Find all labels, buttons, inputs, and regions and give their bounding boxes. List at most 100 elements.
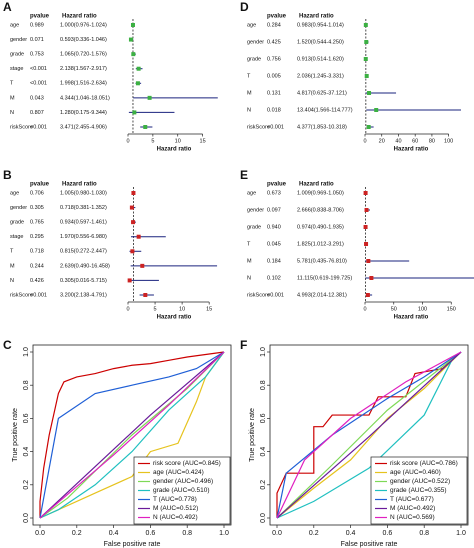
- legend-label: risk score (AUC=0.786): [390, 460, 458, 467]
- legend-label: N (AUC=0.492): [153, 514, 198, 521]
- row-name: gender: [247, 39, 264, 45]
- row-hazard-ratio: 0.913(0.514-1.620): [297, 56, 344, 62]
- row-name: T: [10, 249, 14, 255]
- legend-label: T (AUC=0.677): [390, 496, 434, 503]
- x-tick-label: 50: [391, 306, 397, 312]
- roc-curve: [276, 351, 462, 519]
- x-axis-label: False positive rate: [341, 541, 398, 548]
- column-header: pvalue: [30, 182, 50, 188]
- x-axis-label: False positive rate: [104, 541, 161, 548]
- panel-label: B: [3, 168, 12, 182]
- y-tick-label: 0.0: [260, 513, 267, 523]
- row-pvalue: <0.001: [30, 81, 47, 87]
- y-tick-label: 0.4: [23, 447, 30, 457]
- plot-frame: [32, 344, 232, 526]
- x-tick-label: 0.8: [182, 530, 192, 537]
- row-hazard-ratio: 5.781(0.435-76.810): [297, 258, 347, 264]
- legend-label: risk score (AUC=0.845): [153, 460, 221, 467]
- x-tick-label: 15: [206, 306, 212, 312]
- legend-label: M (AUC=0.492): [390, 505, 435, 512]
- legend-label: grade (AUC=0.510): [153, 487, 210, 494]
- row-pvalue: <0.001: [267, 124, 284, 130]
- roc-curve: [39, 351, 225, 518]
- row-hazard-ratio: 13.404(1.566-114.777): [297, 107, 353, 113]
- hr-point: [140, 263, 145, 268]
- y-axis-label: True positive rate: [249, 408, 256, 462]
- row-hazard-ratio: 0.593(0.336-1.046): [60, 37, 107, 43]
- hr-point: [364, 40, 369, 44]
- row-name: T: [247, 73, 251, 79]
- row-pvalue: 0.284: [267, 22, 281, 28]
- x-tick-label: 40: [395, 138, 401, 144]
- x-tick-label: 60: [412, 138, 418, 144]
- column-header: pvalue: [30, 14, 50, 20]
- row-pvalue: 0.018: [267, 107, 281, 113]
- x-tick-label: 15: [200, 138, 206, 144]
- roc-curve: [39, 351, 225, 519]
- row-name: M: [10, 263, 15, 269]
- panel-label: D: [240, 0, 249, 14]
- hr-point: [363, 191, 368, 195]
- hr-point: [131, 220, 136, 225]
- row-hazard-ratio: 1.000(0.976-1.024): [60, 22, 107, 28]
- row-name: T: [247, 241, 251, 247]
- row-name: stage: [10, 234, 23, 240]
- x-tick-label: 0.6: [146, 530, 156, 537]
- row-pvalue: 0.989: [30, 22, 44, 28]
- hr-point: [131, 191, 136, 195]
- x-tick-label: 10: [175, 138, 181, 144]
- row-pvalue: 0.045: [267, 241, 281, 247]
- y-tick-label: 0.2: [260, 480, 267, 490]
- x-axis-label: Hazard ratio: [157, 147, 192, 153]
- hr-point: [147, 95, 152, 100]
- legend-label: gender (AUC=0.522): [390, 478, 450, 485]
- legend-label: T (AUC=0.778): [153, 496, 197, 503]
- row-hazard-ratio: 4.377(1.853-10.318): [297, 124, 347, 130]
- hr-point: [364, 242, 369, 246]
- y-tick-label: 0.8: [23, 380, 30, 390]
- x-tick-label: 0: [363, 306, 366, 312]
- x-tick-label: 100: [418, 306, 427, 312]
- hr-point: [136, 234, 141, 239]
- row-pvalue: 0.295: [30, 234, 44, 240]
- hr-point: [367, 91, 372, 95]
- hr-point: [131, 52, 136, 57]
- row-hazard-ratio: 11.115(0.619-199.725): [297, 275, 352, 281]
- x-tick-label: 1.0: [456, 530, 466, 537]
- row-hazard-ratio: 4.817(0.625-37.121): [297, 90, 347, 96]
- row-name: riskScore: [247, 292, 270, 298]
- hr-point: [363, 23, 368, 27]
- x-tick-label: 150: [447, 306, 456, 312]
- x-axis-label: Hazard ratio: [394, 147, 429, 153]
- y-tick-label: 0.4: [260, 447, 267, 457]
- x-tick-label: 0: [363, 138, 366, 144]
- row-pvalue: 0.005: [267, 73, 281, 79]
- hr-point: [374, 108, 379, 112]
- y-axis-label: True positive rate: [12, 408, 19, 462]
- column-header: Hazard ratio: [62, 182, 97, 188]
- row-hazard-ratio: 1.825(1.012-3.291): [297, 241, 344, 247]
- x-tick-label: 0.8: [419, 530, 429, 537]
- legend-label: gender (AUC=0.496): [153, 478, 213, 485]
- row-hazard-ratio: 2.036(1.245-3.331): [297, 73, 344, 79]
- row-pvalue: 0.071: [30, 37, 44, 43]
- hr-point: [132, 110, 137, 115]
- row-hazard-ratio: 0.983(0.954-1.014): [297, 22, 344, 28]
- legend-label: N (AUC=0.569): [390, 514, 435, 521]
- row-hazard-ratio: 4.344(1.046-18.051): [60, 95, 110, 101]
- row-name: riskScore: [247, 124, 270, 130]
- row-name: M: [247, 258, 252, 264]
- row-name: riskScore: [10, 124, 33, 130]
- row-name: gender: [10, 205, 27, 211]
- x-tick-label: 1.0: [219, 530, 229, 537]
- row-name: grade: [10, 52, 24, 58]
- y-tick-label: 0.0: [23, 513, 30, 523]
- x-axis-label: Hazard ratio: [157, 315, 192, 321]
- row-pvalue: 0.807: [30, 110, 44, 116]
- row-name: age: [10, 22, 19, 28]
- row-pvalue: 0.718: [30, 249, 44, 255]
- y-tick-label: 1.0: [260, 347, 267, 357]
- row-hazard-ratio: 0.974(0.490-1.935): [297, 224, 344, 230]
- x-tick-label: 0.6: [383, 530, 393, 537]
- row-name: grade: [247, 56, 261, 62]
